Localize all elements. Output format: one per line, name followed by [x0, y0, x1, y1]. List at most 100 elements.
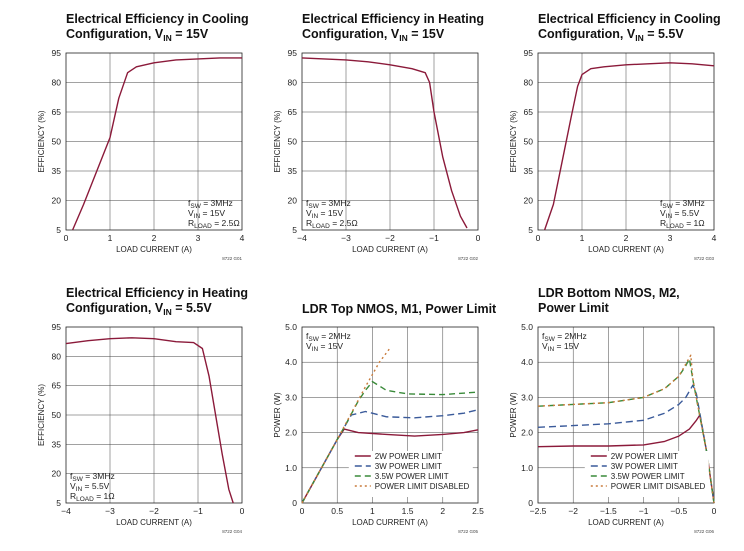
y-tick-label: 3.0 [521, 392, 533, 402]
legend-entry: POWER LIMIT DISABLED [611, 482, 706, 491]
series-line-1 [301, 57, 468, 229]
x-tick-label: −4 [297, 233, 307, 243]
y-tick-label: 65 [52, 381, 62, 391]
annotation-line: fSW = 3MHz [70, 471, 115, 483]
chart-panel-3: Electrical Efficiency in CoolingConfigur… [509, 12, 721, 261]
x-tick-label: 2.5 [472, 506, 484, 516]
legend-entry: 3.5W POWER LIMIT [375, 472, 449, 481]
figure-code: 8722 G05 [458, 529, 478, 534]
annotation-line: fSW = 3MHz [188, 198, 233, 210]
legend-entry: 2W POWER LIMIT [611, 452, 678, 461]
y-tick-label: 95 [524, 48, 534, 58]
annotation-line: VIN = 5.5V [70, 481, 110, 493]
annotation-line: VIN = 15V [306, 341, 343, 353]
figure-code: 8722 G03 [694, 256, 714, 261]
y-tick-label: 95 [288, 48, 298, 58]
y-tick-label: 1.0 [521, 463, 533, 473]
y-tick-label: 2.0 [285, 428, 297, 438]
x-tick-label: −4 [61, 506, 71, 516]
x-tick-label: 2 [440, 506, 445, 516]
chart-title-line1: LDR Top NMOS, M1, Power Limit [302, 302, 497, 316]
y-tick-label: 35 [52, 439, 62, 449]
y-tick-label: 35 [288, 166, 298, 176]
annotation-line: VIN = 15V [188, 208, 225, 220]
y-tick-label: 2.0 [521, 428, 533, 438]
chart-panel-5: LDR Top NMOS, M1, Power Limit 0 0.5 1 1.5 2 2.… [273, 302, 497, 534]
x-tick-label: 2 [152, 233, 157, 243]
y-tick-label: 95 [52, 322, 62, 332]
annotation-line: RLOAD = 1Ω [70, 491, 115, 503]
x-axis-label: LOAD CURRENT (A) [588, 518, 664, 527]
annotation-line: fSW = 3MHz [660, 198, 705, 210]
y-tick-label: 65 [524, 107, 534, 117]
x-tick-label: −1 [429, 233, 439, 243]
series-line-4 [301, 347, 391, 504]
annotation-line: VIN = 15V [542, 341, 579, 353]
chart-title-line2: Configuration, VIN = 15V [302, 27, 445, 43]
chart-title-line2: Configuration, VIN = 5.5V [66, 301, 212, 317]
y-tick-label: 65 [52, 107, 62, 117]
chart-panel-2: Electrical Efficiency in HeatingConfigur… [273, 12, 484, 261]
x-tick-label: −2.5 [530, 506, 547, 516]
series-line-2 [301, 409, 479, 504]
y-axis-label: POWER (W) [273, 392, 282, 438]
plot-frame [301, 52, 479, 231]
y-tick-label: 50 [52, 410, 62, 420]
x-tick-label: 1.5 [402, 506, 414, 516]
y-tick-label: 20 [288, 196, 298, 206]
x-tick-label: 4 [240, 233, 245, 243]
x-tick-label: 0 [476, 233, 481, 243]
y-tick-label: 0 [528, 498, 533, 508]
y-tick-label: 5 [292, 225, 297, 235]
x-tick-label: −1 [639, 506, 649, 516]
y-tick-label: 80 [52, 78, 62, 88]
figure-code: 8722 G04 [222, 529, 242, 534]
x-tick-label: −0.5 [670, 506, 687, 516]
legend-box [348, 451, 473, 497]
y-tick-label: 0 [292, 498, 297, 508]
x-tick-label: −1 [193, 506, 203, 516]
x-tick-label: 3 [196, 233, 201, 243]
chart-panel-4: Electrical Efficiency in HeatingConfigur… [37, 286, 248, 534]
plot-frame [65, 326, 243, 504]
x-axis-label: LOAD CURRENT (A) [352, 245, 428, 254]
legend-box [584, 451, 709, 497]
y-tick-label: 80 [524, 78, 534, 88]
legend-entry: 3.5W POWER LIMIT [611, 472, 685, 481]
y-tick-label: 50 [288, 137, 298, 147]
figure-code: 8722 G02 [458, 256, 478, 261]
x-tick-label: −1.5 [600, 506, 617, 516]
figure-code: 8722 G01 [222, 256, 242, 261]
x-tick-label: 0 [64, 233, 69, 243]
series-line-1 [65, 337, 234, 504]
y-axis-label: EFFICIENCY (%) [37, 110, 46, 172]
y-tick-label: 20 [524, 196, 534, 206]
x-tick-label: 2 [624, 233, 629, 243]
x-axis-label: LOAD CURRENT (A) [116, 245, 192, 254]
series-line-4 [537, 354, 715, 504]
x-tick-label: 1 [370, 506, 375, 516]
y-tick-label: 4.0 [521, 357, 533, 367]
y-tick-label: 95 [52, 48, 62, 58]
annotation-line: fSW = 2MHz [542, 331, 587, 343]
chart-title-line1: Electrical Efficiency in Cooling [66, 12, 249, 26]
annotation-line: RLOAD = 1Ω [660, 218, 705, 230]
x-tick-label: −2 [149, 506, 159, 516]
annotation-line: VIN = 15V [306, 208, 343, 220]
y-tick-label: 3.0 [285, 392, 297, 402]
annotation-line: VIN = 5.5V [660, 208, 700, 220]
legend-entry: 3W POWER LIMIT [611, 462, 678, 471]
chart-title-line2: Configuration, VIN = 5.5V [538, 27, 684, 43]
y-tick-label: 35 [52, 166, 62, 176]
chart-panel-1: Electrical Efficiency in CoolingConfigur… [37, 12, 249, 261]
y-tick-label: 5.0 [285, 322, 297, 332]
x-tick-label: −2 [385, 233, 395, 243]
y-tick-label: 4.0 [285, 357, 297, 367]
x-tick-label: 1 [108, 233, 113, 243]
y-tick-label: 5.0 [521, 322, 533, 332]
x-tick-label: 0.5 [331, 506, 343, 516]
chart-title-line2: Configuration, VIN = 15V [66, 27, 209, 43]
chart-title-line1: Electrical Efficiency in Heating [66, 286, 248, 300]
annotation-line: fSW = 3MHz [306, 198, 351, 210]
